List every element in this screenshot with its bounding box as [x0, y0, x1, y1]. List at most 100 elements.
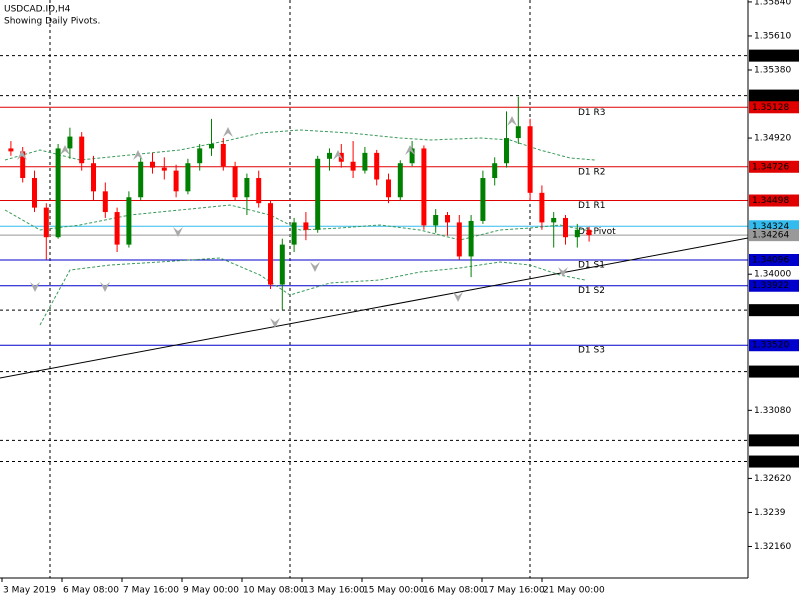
candle-body — [185, 163, 191, 192]
candle-body — [409, 148, 415, 164]
level-box — [749, 455, 799, 468]
x-tick-label: 15 May 00:00 — [363, 586, 425, 596]
level-box — [749, 339, 799, 352]
level-label: 1.32734 — [752, 457, 789, 467]
candle-body — [279, 244, 285, 285]
level-label: 1.33757 — [752, 306, 789, 316]
time-grid — [49, 0, 531, 578]
y-tick-label: 1.34920 — [754, 134, 791, 144]
candle-body — [456, 222, 462, 257]
chart-title: USDCAD.ID,H4 — [4, 5, 71, 15]
x-tick-label: 21 May 00:00 — [543, 586, 605, 596]
level-label: 1.34096 — [752, 255, 789, 265]
y-tick-label: 1.32160 — [754, 542, 791, 552]
lower-band — [39, 257, 586, 326]
level-name: D1 Pivot — [578, 227, 616, 237]
candle-body — [397, 163, 403, 198]
candle-body — [421, 148, 427, 226]
level-label: 1.33342 — [752, 367, 789, 377]
x-tick-label: 7 May 16:00 — [123, 586, 179, 596]
candle-body — [232, 166, 238, 198]
candle-body — [138, 161, 144, 198]
candle-body — [220, 143, 226, 167]
level-name: D1 S3 — [578, 346, 605, 356]
candle-body — [114, 212, 120, 245]
candle-body — [91, 163, 96, 192]
level-box — [749, 229, 799, 242]
level-label: 1.33520 — [752, 341, 789, 351]
y-tick-label: 1.35380 — [754, 65, 791, 75]
candle-body — [315, 158, 321, 230]
candle-body — [79, 136, 85, 164]
candle-body — [468, 220, 474, 257]
candle-body — [504, 138, 509, 164]
level-label: 1.32877 — [752, 436, 789, 446]
x-tick-label: 9 May 00:00 — [183, 586, 239, 596]
candle-body — [32, 178, 37, 208]
candle-body — [586, 229, 592, 236]
candle-body — [551, 217, 557, 223]
candle-body — [197, 148, 203, 164]
level-name: D1 R3 — [578, 108, 606, 118]
y-tick-label: 1.3239 — [754, 508, 786, 518]
level-box — [749, 304, 799, 317]
candle-body — [527, 126, 533, 193]
y-tick-label: 1.35610 — [754, 31, 791, 41]
candle-body — [303, 222, 309, 230]
candle-body — [244, 178, 250, 198]
chart-subtitle: Showing Daily Pivots. — [4, 17, 100, 27]
level-name: D1 S2 — [578, 286, 605, 296]
level-label: 1.34264 — [752, 231, 789, 241]
y-tick-label: 1.34000 — [754, 270, 791, 280]
y-tick-label: 1.35840 — [754, 0, 791, 7]
level-label: 1.33922 — [752, 281, 789, 291]
candle-body — [362, 152, 368, 171]
candle-body — [445, 215, 450, 223]
candle-body — [8, 148, 14, 152]
level-label: 1.35477 — [752, 51, 789, 61]
candle-body — [563, 217, 568, 238]
x-tick-label: 3 May 2019 — [3, 586, 56, 596]
candle-body — [386, 179, 391, 198]
level-label: 1.34498 — [752, 196, 789, 206]
candle-body — [256, 178, 262, 204]
candle-body — [20, 151, 26, 179]
level-name: D1 S1 — [578, 260, 605, 270]
x-tick-label: 13 May 16:00 — [303, 586, 365, 596]
candle-body — [539, 192, 545, 223]
x-tick-label: 6 May 08:00 — [63, 586, 119, 596]
level-box — [749, 434, 799, 447]
candle-body — [209, 143, 214, 149]
level-box — [749, 49, 799, 62]
candle-body — [574, 229, 580, 238]
level-name: D1 R2 — [578, 167, 606, 177]
candle-body — [173, 170, 179, 192]
x-tick-label: 16 May 08:00 — [423, 586, 485, 596]
level-box — [749, 89, 799, 102]
level-label: 1.35207 — [752, 91, 789, 101]
level-label: 1.35128 — [752, 103, 789, 113]
candle-body — [102, 191, 108, 213]
level-box — [749, 101, 799, 114]
candle-body — [480, 178, 486, 221]
candle-body — [67, 136, 73, 149]
candle-body — [150, 161, 155, 168]
level-label: 1.34726 — [752, 162, 789, 172]
y-tick-label: 1.33080 — [754, 406, 791, 416]
candle-body — [43, 207, 49, 238]
candle-body — [55, 148, 61, 238]
x-tick-label: 10 May 08:00 — [243, 586, 305, 596]
candle-body — [161, 167, 167, 171]
candle-body — [291, 222, 297, 245]
upper-band — [4, 129, 596, 161]
candle-body — [268, 203, 273, 285]
level-box — [749, 253, 799, 266]
x-tick-label: 17 May 16:00 — [483, 586, 545, 596]
candle-body — [433, 215, 439, 226]
level-box — [749, 194, 799, 207]
candle-body — [327, 152, 332, 159]
y-tick-label: 1.32620 — [754, 474, 791, 484]
candle-body — [374, 152, 380, 180]
